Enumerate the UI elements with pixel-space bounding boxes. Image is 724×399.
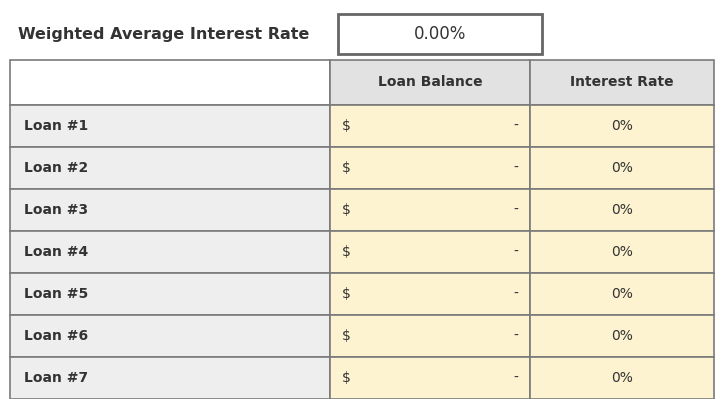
Text: Loan #1: Loan #1 [24, 119, 88, 133]
Text: 0.00%: 0.00% [414, 25, 466, 43]
Text: 0%: 0% [611, 287, 633, 301]
Bar [10, 357, 330, 399]
Bar [10, 60, 330, 105]
Text: $: $ [342, 161, 351, 175]
Text: -: - [513, 119, 518, 133]
Text: 0%: 0% [611, 329, 633, 343]
Text: -: - [513, 245, 518, 259]
Bar [530, 357, 714, 399]
Bar [530, 231, 714, 273]
Bar [10, 273, 330, 315]
Bar [10, 189, 330, 231]
Text: Loan #6: Loan #6 [24, 329, 88, 343]
Bar [530, 60, 714, 105]
Text: $: $ [342, 287, 351, 301]
Text: -: - [513, 329, 518, 343]
Text: $: $ [342, 245, 351, 259]
Text: Weighted Average Interest Rate: Weighted Average Interest Rate [18, 26, 309, 41]
Text: 0%: 0% [611, 245, 633, 259]
Bar [10, 315, 330, 357]
Bar [10, 147, 330, 189]
Text: Loan #2: Loan #2 [24, 161, 88, 175]
Bar [330, 315, 530, 357]
Text: $: $ [342, 203, 351, 217]
Text: -: - [513, 203, 518, 217]
Bar [330, 147, 530, 189]
Bar [10, 231, 330, 273]
Text: -: - [513, 371, 518, 385]
Text: $: $ [342, 119, 351, 133]
Text: 0%: 0% [611, 161, 633, 175]
Bar [330, 105, 530, 147]
Text: Loan #5: Loan #5 [24, 287, 88, 301]
Text: Loan #7: Loan #7 [24, 371, 88, 385]
Bar [530, 273, 714, 315]
Bar [10, 105, 330, 147]
Text: 0%: 0% [611, 119, 633, 133]
Text: 0%: 0% [611, 203, 633, 217]
Bar [530, 147, 714, 189]
Text: 0%: 0% [611, 371, 633, 385]
Bar [330, 60, 530, 105]
Text: -: - [513, 287, 518, 301]
Text: Loan Balance: Loan Balance [378, 75, 482, 89]
Text: $: $ [342, 329, 351, 343]
Bar [330, 273, 530, 315]
Bar [330, 231, 530, 273]
Text: $: $ [342, 371, 351, 385]
Text: -: - [513, 161, 518, 175]
Bar [330, 189, 530, 231]
Bar [330, 357, 530, 399]
Bar [530, 315, 714, 357]
Text: Loan #3: Loan #3 [24, 203, 88, 217]
Bar [530, 105, 714, 147]
Text: Interest Rate: Interest Rate [571, 75, 674, 89]
Bar [338, 14, 542, 54]
Text: Loan #4: Loan #4 [24, 245, 88, 259]
Bar [530, 189, 714, 231]
